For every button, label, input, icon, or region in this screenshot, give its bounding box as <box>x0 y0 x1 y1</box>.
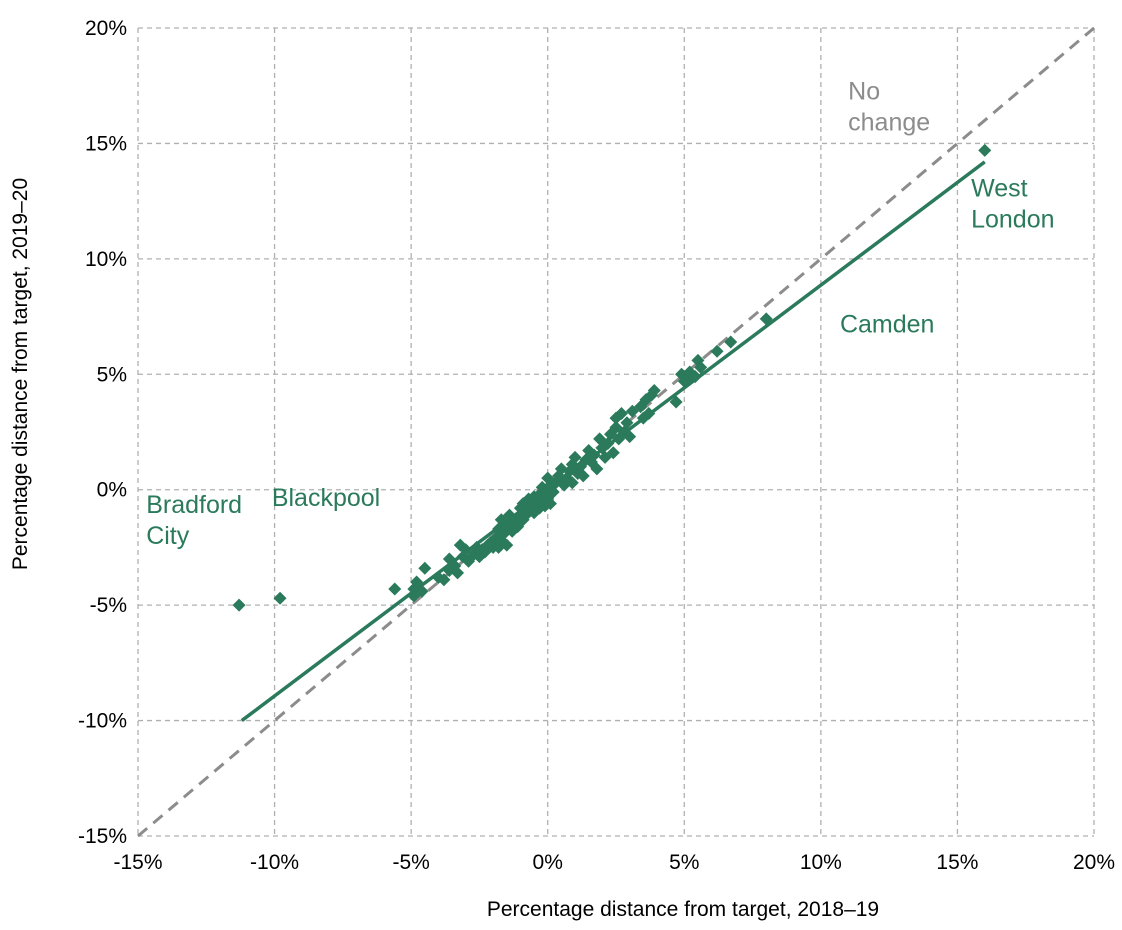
data-point <box>601 437 615 451</box>
y-tick-label: 5% <box>97 363 127 386</box>
annotation-west-london: West London <box>971 175 1054 234</box>
data-point <box>669 395 683 409</box>
x-tick-label: 15% <box>936 851 978 874</box>
y-tick-label: -5% <box>90 594 127 617</box>
annotation-line: No <box>848 78 880 106</box>
y-tick-label: 0% <box>97 479 127 502</box>
data-point <box>688 370 702 384</box>
data-point <box>978 143 992 157</box>
annotation-no-change: No change <box>848 78 930 137</box>
data-point <box>418 561 432 575</box>
annotation-line: Bradford <box>146 491 242 519</box>
gridlines <box>137 27 1095 837</box>
trendline-group <box>240 160 986 722</box>
y-tick-label: 15% <box>85 132 127 155</box>
annotation-line: London <box>971 206 1054 234</box>
y-axis-ticks: -15% -10% -5% 0% 5% 10% 15% 20% <box>78 17 127 848</box>
y-tick-label: -15% <box>78 825 127 848</box>
x-tick-label: 0% <box>533 851 563 874</box>
data-point <box>606 446 620 460</box>
x-tick-label: -5% <box>392 851 429 874</box>
y-tick-label: 10% <box>85 248 127 271</box>
data-point <box>623 430 637 444</box>
annotation-line: Camden <box>840 311 935 339</box>
annotation-line: City <box>146 522 190 550</box>
data-point <box>620 416 634 430</box>
data-point <box>388 582 402 596</box>
x-tick-label: -15% <box>113 851 162 874</box>
annotation-camden: Camden <box>840 311 935 339</box>
data-point <box>546 485 560 499</box>
data-point <box>502 508 516 522</box>
data-point <box>500 538 514 552</box>
annotation-line: West <box>971 175 1028 203</box>
annotation-line: Blackpool <box>272 484 380 512</box>
y-tick-label: 20% <box>85 17 127 40</box>
x-tick-label: 10% <box>800 851 842 874</box>
data-point <box>437 573 451 587</box>
data-point <box>647 383 661 397</box>
trendline <box>240 160 986 722</box>
data-point <box>451 566 465 580</box>
data-point <box>694 360 708 374</box>
data-point <box>410 575 424 589</box>
annotation-blackpool: Blackpool <box>272 484 380 512</box>
annotations: No change West London Camden Bradford City Blac… <box>146 78 1054 550</box>
data-point <box>576 469 590 483</box>
x-axis-title: Percentage distance from target, 2018–19 <box>487 898 879 921</box>
x-tick-label: 5% <box>669 851 699 874</box>
data-point <box>642 407 656 421</box>
data-point <box>724 335 738 349</box>
data-point <box>614 407 628 421</box>
x-axis-ticks: -15% -10% -5% 0% 5% 10% 15% 20% <box>113 851 1115 874</box>
y-axis-title: Percentage distance from target, 2019–20 <box>9 178 32 570</box>
data-point <box>590 462 604 476</box>
data-point <box>415 584 429 598</box>
annotation-bradford-city: Bradford City <box>146 491 242 550</box>
data-point <box>587 448 601 462</box>
y-tick-label: -10% <box>78 710 127 733</box>
data-point <box>568 450 582 464</box>
data-point <box>543 497 557 511</box>
data-point <box>759 312 773 326</box>
data-point <box>565 476 579 490</box>
x-tick-label: -10% <box>250 851 299 874</box>
data-point <box>232 598 246 612</box>
data-point <box>710 344 724 358</box>
annotation-line: change <box>848 109 930 137</box>
data-points <box>232 143 992 612</box>
data-point <box>273 591 287 605</box>
x-tick-label: 20% <box>1073 851 1115 874</box>
